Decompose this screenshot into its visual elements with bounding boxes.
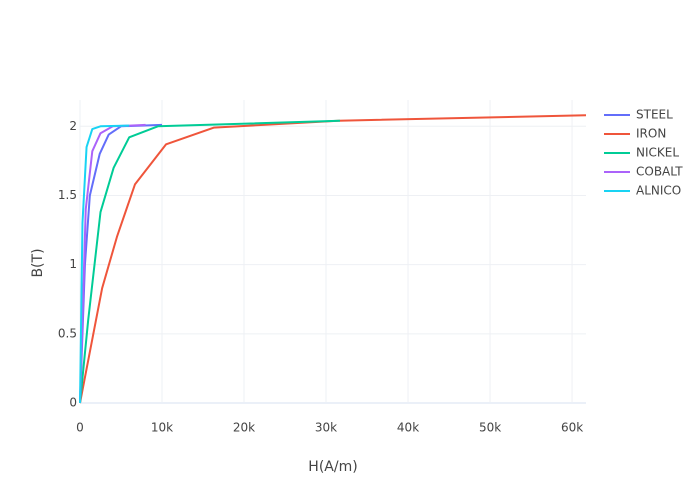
y-tick-label: 0.5	[58, 326, 77, 340]
legend-label: ALNICO	[636, 184, 681, 198]
series-line	[79, 123, 146, 404]
legend-label: NICKEL	[636, 146, 679, 160]
x-tick-label: 20k	[233, 421, 255, 435]
x-tick-label: 60k	[561, 421, 583, 435]
x-tick-label: 40k	[397, 421, 419, 435]
legend-label: COBALT	[636, 165, 683, 179]
series-line	[79, 114, 587, 404]
y-tick-label: 2	[69, 119, 77, 133]
y-tick-label: 1	[69, 257, 77, 271]
x-tick-label: 30k	[315, 421, 337, 435]
y-axis-title: B(T)	[30, 248, 46, 277]
series-line	[79, 119, 341, 404]
y-tick-label: 1.5	[58, 188, 77, 202]
y-tick-label: 0	[69, 396, 77, 410]
x-tick-label: 50k	[479, 421, 501, 435]
series-line	[79, 124, 130, 404]
x-tick-label: 0	[76, 421, 84, 435]
legend-label: IRON	[636, 127, 666, 141]
x-tick-label: 10k	[151, 421, 173, 435]
legend-label: STEEL	[636, 108, 673, 122]
x-axis-title: H(A/m)	[308, 459, 357, 475]
